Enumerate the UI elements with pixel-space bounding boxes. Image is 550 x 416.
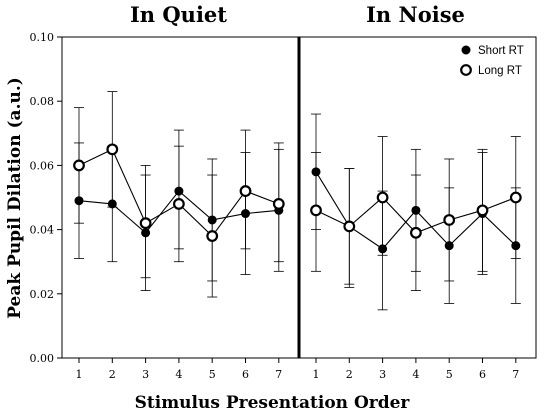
x-tick-label: 3 xyxy=(379,368,386,381)
x-tick-label: 1 xyxy=(313,368,320,381)
y-tick-label: 0.02 xyxy=(30,288,55,301)
point-short-rt xyxy=(311,167,321,177)
x-tick-label: 6 xyxy=(479,368,486,381)
point-long-rt xyxy=(343,220,356,233)
panel-noise: In Noise 1 2 3 4 5 6 7 xyxy=(298,2,537,381)
point-short-rt xyxy=(411,205,421,215)
point-short-rt xyxy=(511,241,521,251)
y-axis-title: Peak Pupil Dilation (a.u.) xyxy=(5,77,25,319)
point-long-rt xyxy=(172,198,185,210)
x-tick-label: 4 xyxy=(412,368,419,381)
point-long-rt xyxy=(509,191,522,204)
y-tick-label: 0.00 xyxy=(30,352,55,365)
point-long-rt xyxy=(73,159,85,172)
x-tick-label: 2 xyxy=(346,368,353,381)
point-long-rt xyxy=(410,226,422,239)
x-tick-label: 7 xyxy=(512,368,519,381)
y-tick-label: 0.10 xyxy=(30,31,55,44)
legend-marker-long-rt xyxy=(460,64,472,76)
point-long-rt xyxy=(239,185,252,197)
point-short-rt xyxy=(74,196,84,206)
panel-title: In Noise xyxy=(366,2,465,27)
x-tick-label: 5 xyxy=(209,368,216,381)
y-tick-label: 0.06 xyxy=(30,159,55,172)
point-short-rt xyxy=(241,209,250,219)
point-long-rt xyxy=(272,198,285,210)
panel-title: In Quiet xyxy=(130,2,227,27)
point-short-rt xyxy=(444,241,454,251)
x-tick-label: 3 xyxy=(142,368,149,381)
panel-frame xyxy=(298,36,537,359)
point-long-rt xyxy=(206,230,219,242)
point-long-rt xyxy=(376,191,389,204)
y-tick-label: 0.08 xyxy=(30,95,55,108)
y-axis: 0.00 0.02 0.04 0.06 0.08 0.10 xyxy=(30,31,62,365)
point-short-rt xyxy=(378,244,388,254)
legend-label: Long RT xyxy=(478,65,522,77)
point-short-rt xyxy=(107,199,117,209)
x-tick-label: 4 xyxy=(175,368,182,381)
legend-label: Short RT xyxy=(478,45,524,57)
point-long-rt xyxy=(476,204,489,217)
point-long-rt xyxy=(106,143,119,156)
legend-marker-short-rt xyxy=(461,45,471,55)
x-tick-label: 5 xyxy=(446,368,453,381)
point-long-rt xyxy=(139,217,152,230)
x-axis-title: Stimulus Presentation Order xyxy=(135,393,411,413)
panels-layer: In Quiet 1 2 3 4 5 6 7 In Noise 1 2 3 4 5 6 7 xyxy=(61,2,537,381)
point-short-rt xyxy=(174,186,184,196)
legend: Short RT Long RT xyxy=(460,45,524,77)
point-long-rt xyxy=(443,214,456,226)
point-short-rt xyxy=(141,228,151,238)
panel-quiet: In Quiet 1 2 3 4 5 6 7 xyxy=(61,2,300,381)
x-tick-label: 2 xyxy=(109,368,116,381)
point-short-rt xyxy=(207,215,217,225)
x-tick-label: 6 xyxy=(242,368,249,381)
x-tick-label: 7 xyxy=(275,368,282,381)
y-tick-label: 0.04 xyxy=(30,224,55,237)
point-long-rt xyxy=(310,204,322,217)
x-tick-label: 1 xyxy=(76,368,83,381)
